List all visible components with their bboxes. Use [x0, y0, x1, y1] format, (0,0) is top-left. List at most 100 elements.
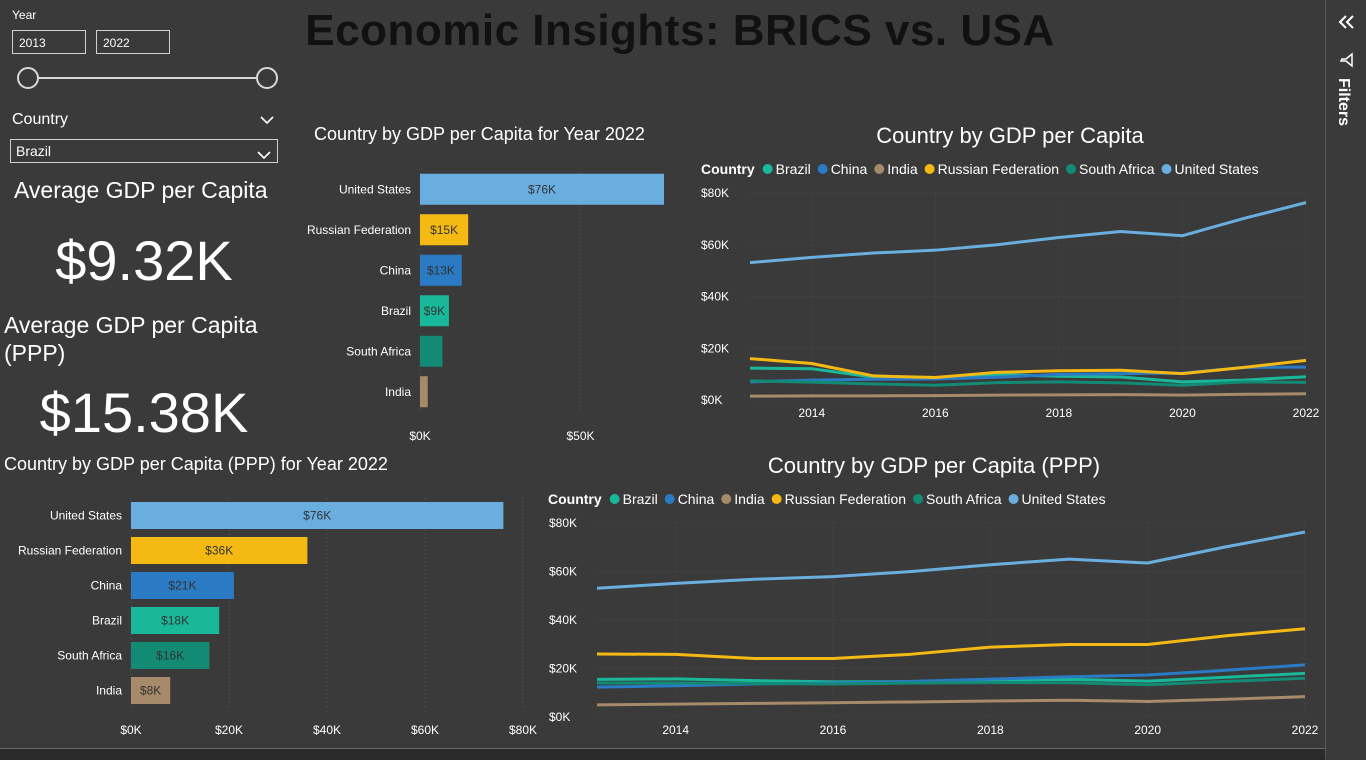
- legend-item-south-africa: South Africa: [1079, 161, 1155, 177]
- category-label: India: [96, 684, 122, 698]
- legend-marker-brazil: [762, 164, 773, 174]
- legend-marker-china: [817, 164, 828, 174]
- country-dropdown-value: Brazil: [16, 143, 52, 159]
- legend-item-united-states: United States: [1022, 491, 1106, 507]
- x-tick-label: 2018: [977, 723, 1004, 737]
- data-label: $36K: [205, 544, 233, 558]
- bar-south-africa: [131, 642, 210, 669]
- filters-pane[interactable]: Filters: [1325, 0, 1366, 759]
- category-label: Russian Federation: [307, 223, 411, 237]
- legend-item-india: India: [887, 161, 918, 177]
- legend-marker-india: [874, 164, 885, 174]
- y-tick-label: $80K: [549, 516, 577, 530]
- legend-marker-united-states: [1008, 494, 1019, 504]
- bar-chart-gdp-title: Country by GDP per Capita for Year 2022: [314, 124, 645, 144]
- bar-china: [131, 572, 234, 599]
- category-label: South Africa: [57, 649, 122, 663]
- legend-marker-russian-federation: [924, 164, 935, 174]
- bar-india: [131, 677, 171, 704]
- x-tick-label: 2016: [922, 406, 949, 420]
- legend-marker-china: [664, 494, 675, 504]
- x-tick-label: $60K: [411, 723, 439, 737]
- data-label: $15K: [430, 223, 458, 237]
- kpi-gdp-value: $9.32K: [55, 229, 233, 292]
- line-chart-gdp-ppp-title: Country by GDP per Capita (PPP): [767, 453, 1101, 478]
- series-line-china: [596, 663, 1306, 689]
- category-label: India: [385, 385, 411, 399]
- line-chart-gdp-ppp: Country Brazil China India Russian Federatio…: [548, 491, 1319, 737]
- category-label: United States: [50, 509, 122, 523]
- data-label: $76K: [528, 182, 556, 196]
- chevron-down-icon[interactable]: [260, 112, 274, 130]
- y-tick-label: $40K: [701, 290, 729, 304]
- legend-marker-india: [721, 494, 732, 504]
- x-tick-label: $0K: [120, 723, 141, 737]
- x-tick-label: 2020: [1134, 723, 1161, 737]
- page-title: Economic Insights: BRICS vs. USA: [305, 6, 1055, 55]
- x-tick-label: 2016: [820, 723, 847, 737]
- data-label: $18K: [161, 614, 189, 628]
- legend-item-russian-federation: Russian Federation: [785, 491, 906, 507]
- bar-india: [420, 376, 428, 408]
- data-label: $21K: [168, 579, 196, 593]
- country-dropdown[interactable]: Brazil: [10, 139, 278, 163]
- x-tick-label: $80K: [509, 723, 537, 737]
- legend-marker-south-africa: [913, 494, 924, 504]
- series-line-india: [749, 392, 1307, 398]
- line-chart-gdp: Country Brazil China India Russian Federatio…: [701, 161, 1320, 420]
- legend-marker-south-africa: [1066, 164, 1077, 174]
- legend-item-china: China: [831, 161, 868, 177]
- category-label: United States: [339, 182, 411, 196]
- x-tick-label: $0K: [409, 429, 430, 443]
- bar-south-africa: [420, 335, 443, 367]
- x-tick-label: $40K: [313, 723, 341, 737]
- kpi-gdp-ppp-value: $15.38K: [39, 381, 249, 444]
- series-line-south-africa: [597, 676, 1306, 687]
- filters-label[interactable]: Filters: [1335, 78, 1352, 127]
- legend-marker-brazil: [609, 494, 620, 504]
- x-tick-label: 2022: [1293, 406, 1320, 420]
- bottom-scrollbar[interactable]: [0, 748, 1325, 760]
- collapse-chevrons-icon[interactable]: [1338, 14, 1356, 35]
- year-slicer-label: Year: [12, 8, 37, 22]
- bar-chart-gdp-ppp: $0K $20K $40K $60K $80K United States $76K Russ…: [18, 498, 537, 737]
- x-tick-label: 2022: [1292, 723, 1319, 737]
- category-label: Brazil: [92, 614, 122, 628]
- year-slider-track[interactable]: [28, 77, 268, 79]
- series-line-south-africa: [749, 379, 1307, 387]
- legend-title: Country: [701, 161, 755, 177]
- year-slider-start-handle[interactable]: [17, 67, 39, 89]
- x-tick-label: $20K: [215, 723, 243, 737]
- y-tick-label: $0K: [701, 393, 722, 407]
- bar-russian-federation: [420, 214, 469, 246]
- bar-united-states: [131, 502, 504, 529]
- year-start-input[interactable]: 2013: [12, 30, 86, 54]
- series-line-india: [596, 695, 1306, 707]
- series-line-russian-federation: [749, 357, 1307, 379]
- x-tick-label: 2020: [1169, 406, 1196, 420]
- bar-china: [420, 254, 462, 286]
- data-label: $9K: [424, 304, 445, 318]
- y-tick-label: $60K: [549, 565, 577, 579]
- series-line-united-states: [749, 201, 1307, 265]
- bar-chart-gdp-ppp-title: Country by GDP per Capita (PPP) for Year…: [4, 454, 388, 474]
- y-tick-label: $20K: [549, 662, 577, 676]
- data-label: $76K: [303, 509, 331, 523]
- category-label: China: [380, 263, 412, 277]
- y-tick-label: $20K: [701, 341, 729, 355]
- series-line-united-states: [596, 530, 1306, 590]
- data-label: $16K: [156, 649, 184, 663]
- year-end-input[interactable]: 2022: [96, 30, 170, 54]
- year-slider-end-handle[interactable]: [256, 67, 278, 89]
- category-label: Russian Federation: [18, 544, 122, 558]
- bar-united-states: [420, 173, 664, 205]
- filter-icon: [1339, 52, 1355, 73]
- legend-marker-russian-federation: [771, 494, 782, 504]
- kpi-gdp-ppp-title: Average GDP per Capita (PPP): [4, 312, 258, 366]
- bar-brazil: [420, 295, 449, 327]
- data-label: $13K: [427, 263, 455, 277]
- category-label: China: [91, 579, 123, 593]
- kpi-gdp-title: Average GDP per Capita: [14, 177, 268, 203]
- legend-item-united-states: United States: [1175, 161, 1259, 177]
- category-label: South Africa: [346, 344, 411, 358]
